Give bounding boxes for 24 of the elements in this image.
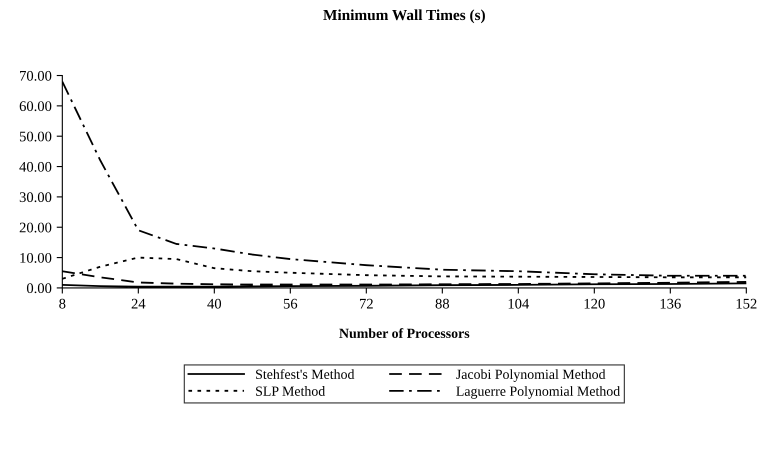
y-tick-label: 40.00 (19, 162, 52, 172)
y-tick-label: 30.00 (20, 192, 52, 202)
x-tick-label: 72 (360, 298, 373, 308)
x-axis-title: Number of Processors (339, 328, 470, 338)
x-tick-label: 120 (584, 298, 605, 309)
x-tick-label: 136 (660, 298, 681, 309)
x-tick-label: 24 (132, 298, 146, 308)
x-tick-label: 104 (508, 298, 530, 309)
y-tick-label: 20.00 (20, 222, 52, 232)
x-tick-label: 88 (436, 298, 450, 309)
y-tick-label: 60.00 (20, 101, 52, 112)
y-tick-label: 50.00 (20, 132, 52, 142)
legend-label: Jacobi Polynomial Method (456, 369, 606, 382)
x-tick-label: 8 (59, 298, 66, 309)
legend-label: Stehfest's Method (256, 369, 354, 379)
legend-label: Laguerre Polynomial Method (456, 386, 620, 399)
x-tick-label: 152 (736, 298, 756, 309)
chart-title: Minimum Wall Times (s) (323, 9, 485, 24)
x-tick-label: 40 (207, 298, 222, 309)
y-tick-label: 70.00 (20, 70, 52, 81)
x-tick-label: 56 (284, 298, 298, 309)
y-tick-label: 0.00 (26, 283, 52, 294)
legend-label: SLP Method (256, 386, 326, 396)
y-tick-label: 10.00 (20, 252, 52, 263)
